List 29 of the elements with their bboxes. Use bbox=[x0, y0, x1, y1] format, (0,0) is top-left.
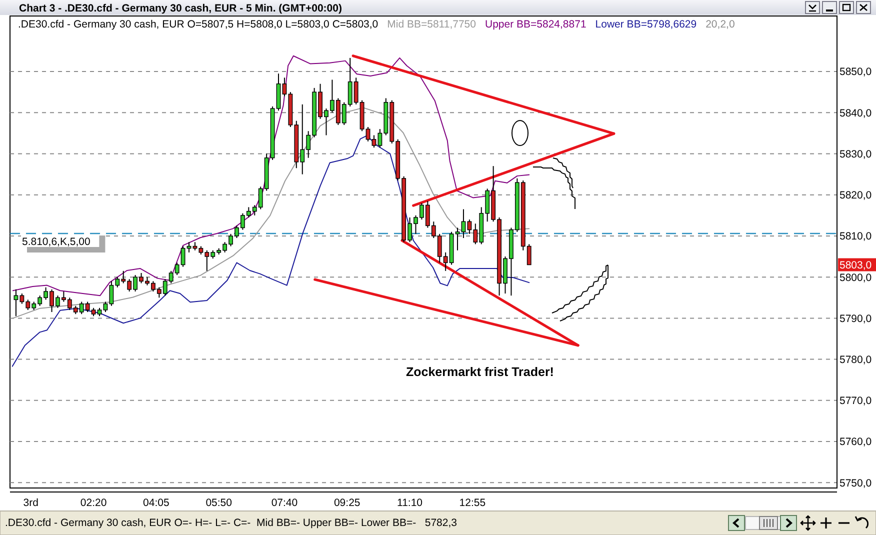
x-tick-label: 11:10 bbox=[397, 497, 423, 509]
y-tick-label: 5810,0 bbox=[840, 230, 872, 243]
y-tick-label: 5830,0 bbox=[840, 148, 872, 160]
text: .DE30.cfd - Germany 30 cash, EUR O=- H=- L=- C=- Mid BB=- Upper BB=- Lower BB=- 5782,3 bbox=[5, 517, 458, 529]
y-tick-label: 5820,0 bbox=[840, 190, 872, 202]
x-tick-label: 04:05 bbox=[143, 497, 170, 509]
text: Lower BB=5798,6629 bbox=[595, 18, 697, 30]
chart-subtitle: .DE30.cfd - Germany 30 cash, EUR O=5807,5 H=5808,0 L=5803,0 C=5803,0 bbox=[18, 18, 378, 30]
x-tick-label: 3rd bbox=[23, 497, 39, 509]
annotation: Zockermarkt frist Trader! bbox=[406, 365, 554, 379]
chart-title: Chart 3 - .DE30.cfd - Germany 30 cash, EUR - 5 Min. (GMT+00:00) bbox=[19, 2, 342, 14]
y-tick-label: 5850,0 bbox=[840, 66, 872, 78]
text: Mid BB=5811,7750 bbox=[387, 18, 476, 30]
y-tick-label: 5770,0 bbox=[840, 395, 872, 408]
x-tick-label: 12:55 bbox=[459, 497, 486, 509]
x-tick-label: 05:50 bbox=[206, 497, 232, 509]
annotation: 20,2,0 bbox=[706, 18, 735, 30]
x-tick-label: 02:20 bbox=[80, 497, 107, 509]
x-tick-label: 07:40 bbox=[271, 497, 298, 509]
y-tick-label: 5790,0 bbox=[840, 312, 872, 325]
y-tick-label: 5800,0 bbox=[840, 272, 872, 284]
x-tick-label: 09:25 bbox=[334, 497, 360, 509]
text: Upper BB=5824,8871 bbox=[485, 18, 586, 30]
y-tick-label: 5840,0 bbox=[840, 107, 872, 120]
y-tick-label: 5750,0 bbox=[840, 477, 872, 490]
annotation: 5803,0 bbox=[840, 259, 872, 272]
ref-line-label: 5.810,6,K,5,00 bbox=[22, 236, 90, 248]
y-tick-label: 5760,0 bbox=[840, 436, 872, 448]
y-tick-label: 5780,0 bbox=[840, 354, 872, 366]
